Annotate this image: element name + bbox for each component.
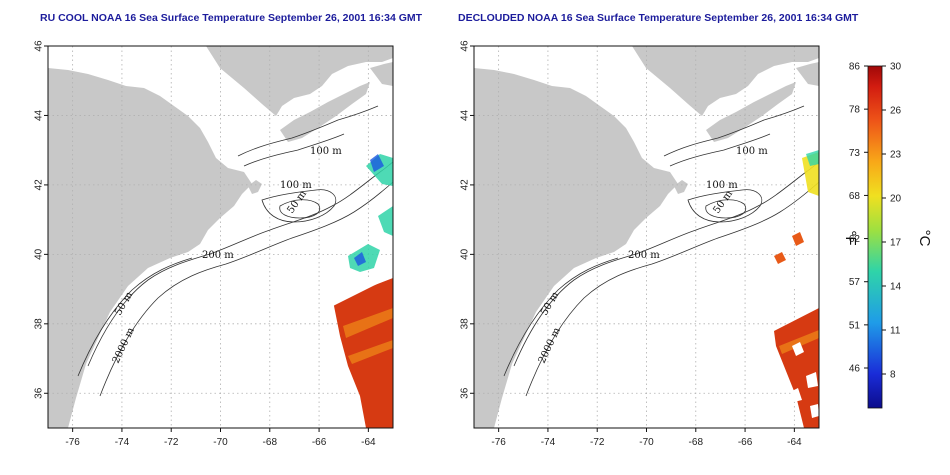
celsius-tick-label: 8 bbox=[890, 370, 896, 381]
lon-tick-label: -68 bbox=[689, 437, 704, 448]
contour-label-100m-north: 100 m bbox=[310, 146, 342, 157]
right-sst-map: 100 m 100 m 50 m 200 m 50 m 2000 m -76 -7… bbox=[460, 40, 820, 448]
contour-label-100m-north: 100 m bbox=[736, 146, 768, 157]
contour-label-100m-bank: 100 m bbox=[280, 180, 312, 191]
celsius-ticks: 30 26 23 20 17 14 11 8 bbox=[882, 62, 902, 381]
lat-tick-label: 44 bbox=[34, 109, 45, 121]
contour-50m-bank bbox=[279, 199, 321, 219]
lon-tick-label: -66 bbox=[312, 437, 327, 448]
contour-georges-bank bbox=[261, 189, 337, 223]
lat-tick-label: 38 bbox=[460, 318, 471, 330]
scattered-warm-pixels bbox=[774, 232, 804, 264]
cape-cod bbox=[674, 180, 688, 194]
lon-tick-label: -68 bbox=[263, 437, 278, 448]
land-area bbox=[48, 46, 393, 428]
warm-water-streaks bbox=[779, 330, 819, 354]
lon-tick-label: -64 bbox=[361, 437, 376, 448]
left-sst-map: 100 m 100 m 50 m 200 m 50 m 2000 m -76 -7… bbox=[34, 40, 394, 448]
clouded-mixed-pixels bbox=[348, 154, 393, 272]
contour-100m-gulf-of-maine bbox=[237, 105, 379, 167]
cold-cloud-pixels bbox=[354, 154, 384, 266]
contour-50m-shelf bbox=[77, 257, 193, 377]
lat-tick-label: 46 bbox=[460, 40, 471, 52]
contour-2000m bbox=[99, 181, 394, 397]
celsius-tick-label: 23 bbox=[890, 150, 902, 161]
fahrenheit-ticks: 86 78 73 68 62 57 51 46 bbox=[849, 62, 868, 375]
bathymetry-contours bbox=[77, 105, 394, 397]
right-map-title: DECLOUDED NOAA 16 Sea Surface Temperatur… bbox=[458, 12, 859, 24]
lat-tick-label: 44 bbox=[460, 109, 471, 121]
axis-ticks: -76 -74 -72 -70 -68 -66 -64 36 38 40 42 44 46 bbox=[34, 40, 376, 448]
nova-scotia bbox=[280, 82, 370, 142]
left-map-title: RU COOL NOAA 16 Sea Surface Temperature … bbox=[40, 12, 423, 24]
celsius-tick-label: 20 bbox=[890, 194, 902, 205]
warm-water-streaks bbox=[343, 308, 393, 364]
fahrenheit-tick-label: 78 bbox=[849, 105, 861, 116]
lon-tick-label: -72 bbox=[590, 437, 605, 448]
nova-scotia bbox=[706, 82, 796, 142]
celsius-tick-label: 30 bbox=[890, 62, 902, 73]
fahrenheit-tick-label: 62 bbox=[849, 234, 861, 245]
lon-tick-label: -76 bbox=[491, 437, 506, 448]
axis-ticks: -76 -74 -72 -70 -68 -66 -64 36 38 40 42 44 46 bbox=[460, 40, 802, 448]
lon-tick-label: -70 bbox=[213, 437, 228, 448]
celsius-tick-label: 26 bbox=[890, 106, 902, 117]
lon-tick-label: -76 bbox=[65, 437, 80, 448]
contour-50m-shelf bbox=[503, 257, 619, 377]
cool-band bbox=[806, 150, 819, 166]
lat-tick-label: 40 bbox=[34, 248, 45, 260]
fahrenheit-tick-label: 51 bbox=[849, 320, 861, 331]
fahrenheit-unit-label: °F bbox=[842, 230, 859, 245]
fahrenheit-tick-label: 73 bbox=[849, 148, 861, 159]
contour-100m-gulf-of-maine bbox=[663, 105, 805, 167]
contour-georges-bank bbox=[687, 189, 763, 223]
fahrenheit-tick-label: 46 bbox=[849, 364, 861, 375]
celsius-tick-label: 11 bbox=[890, 326, 901, 337]
celsius-tick-label: 17 bbox=[890, 238, 902, 249]
fahrenheit-tick-label: 68 bbox=[849, 191, 861, 202]
newfoundland bbox=[796, 62, 819, 86]
cloud-mask-holes bbox=[790, 342, 819, 418]
swath-gap bbox=[333, 266, 393, 306]
newfoundland bbox=[370, 62, 393, 86]
lat-tick-label: 38 bbox=[34, 318, 45, 330]
lat-tick-label: 40 bbox=[460, 248, 471, 260]
lat-tick-label: 42 bbox=[460, 179, 471, 191]
temperature-colorbar: 86 78 73 68 62 57 51 46 30 26 23 20 17 14 11 8 °F °C bbox=[842, 62, 933, 409]
lon-tick-label: -74 bbox=[541, 437, 556, 448]
fahrenheit-tick-label: 86 bbox=[849, 62, 861, 73]
colorbar-gradient bbox=[867, 65, 883, 409]
lat-tick-label: 36 bbox=[34, 387, 45, 399]
sst-data-raw bbox=[333, 154, 393, 428]
lon-tick-label: -64 bbox=[787, 437, 802, 448]
contour-50m-bank bbox=[705, 199, 747, 219]
north-american-coast bbox=[474, 46, 819, 428]
lat-tick-label: 46 bbox=[34, 40, 45, 52]
cape-cod bbox=[248, 180, 262, 194]
contour-label-100m-bank: 100 m bbox=[706, 180, 738, 191]
contour-label-200m: 200 m bbox=[628, 250, 660, 261]
lon-tick-label: -74 bbox=[115, 437, 130, 448]
north-american-coast bbox=[48, 46, 393, 428]
fahrenheit-tick-label: 57 bbox=[849, 277, 861, 288]
lat-tick-label: 42 bbox=[34, 179, 45, 191]
lon-tick-label: -72 bbox=[164, 437, 179, 448]
contour-label-200m: 200 m bbox=[202, 250, 234, 261]
lon-tick-label: -70 bbox=[639, 437, 654, 448]
swath-gap bbox=[759, 266, 819, 306]
land-area bbox=[474, 46, 819, 428]
sst-data-declouded bbox=[759, 150, 819, 428]
contour-2000m bbox=[525, 181, 820, 397]
celsius-unit-label: °C bbox=[916, 230, 933, 247]
lon-tick-label: -66 bbox=[738, 437, 753, 448]
celsius-tick-label: 14 bbox=[890, 282, 902, 293]
lat-tick-label: 36 bbox=[460, 387, 471, 399]
